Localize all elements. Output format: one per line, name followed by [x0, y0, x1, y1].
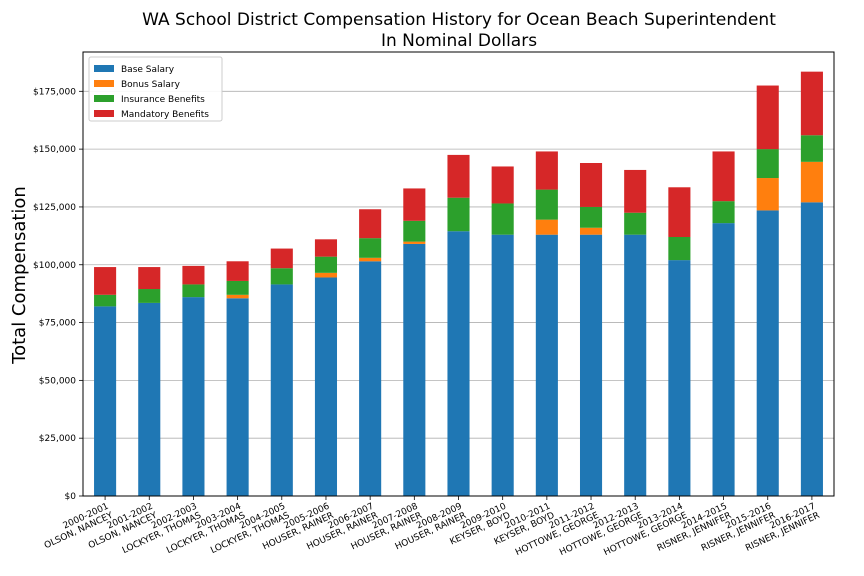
bar-insurance-benefits [314, 256, 338, 273]
bar-insurance-benefits [712, 201, 735, 224]
chart-subtitle: In Nominal Dollars [381, 31, 537, 51]
y-tick-label: $175,000 [33, 87, 76, 97]
legend-entry: Bonus Salary [121, 80, 181, 90]
bar-insurance-benefits [359, 238, 382, 258]
bar-mandatory-benefits [359, 209, 382, 239]
bar-mandatory-benefits [270, 248, 293, 269]
bar-bonus-salary [800, 161, 823, 203]
bar-insurance-benefits [138, 289, 161, 303]
bar-mandatory-benefits [668, 187, 691, 237]
legend-entry: Mandatory Benefits [121, 110, 209, 120]
bar-base-salary [138, 302, 161, 496]
y-axis: $0 $25,000 $50,000 $75,000 $100,000 $125,000 $… [33, 87, 83, 502]
bar-base-salary [403, 243, 426, 496]
bar-base-salary [535, 234, 558, 496]
bar-base-salary [359, 261, 382, 496]
legend-entry: Base Salary [121, 65, 175, 75]
bar-insurance-benefits [94, 294, 117, 307]
legend-box [88, 56, 223, 122]
y-tick-label: $0 [65, 492, 77, 502]
bar-mandatory-benefits [756, 85, 779, 150]
y-tick-label: $100,000 [33, 261, 76, 271]
bar-mandatory-benefits [447, 154, 470, 198]
legend-swatch [94, 95, 114, 102]
bar-insurance-benefits [579, 206, 603, 228]
bar-insurance-benefits [800, 135, 823, 162]
bar-mandatory-benefits [182, 265, 205, 285]
bar-base-salary [491, 234, 514, 496]
bar-base-salary [270, 284, 293, 496]
bar-insurance-benefits [668, 237, 691, 261]
bars [94, 71, 823, 496]
plot-frame [82, 51, 835, 497]
bar-bonus-salary [403, 241, 426, 244]
bar-bonus-salary [359, 257, 382, 262]
bar-base-salary [800, 202, 823, 496]
bar-base-salary [712, 223, 735, 496]
bar-insurance-benefits [182, 284, 205, 298]
bar-bonus-salary [314, 272, 338, 278]
bar-mandatory-benefits [624, 169, 647, 213]
bar-mandatory-benefits [800, 71, 823, 136]
bar-base-salary [624, 234, 647, 496]
bar-mandatory-benefits [314, 239, 338, 257]
y-tick-label: $150,000 [33, 145, 76, 155]
bar-insurance-benefits [624, 212, 647, 235]
bar-bonus-salary [756, 178, 779, 211]
bar-bonus-salary [535, 219, 558, 235]
bar-mandatory-benefits [138, 267, 161, 290]
bar-insurance-benefits [535, 189, 558, 220]
y-tick-label: $25,000 [39, 434, 76, 444]
bar-bonus-salary [226, 294, 249, 299]
bar-mandatory-benefits [712, 151, 735, 202]
bar-insurance-benefits [403, 220, 426, 242]
legend-swatch [94, 65, 114, 72]
bar-insurance-benefits [756, 149, 779, 179]
chart-title: WA School District Compensation History … [142, 10, 776, 30]
y-axis-label: Total Compensation [9, 186, 30, 365]
y-tick-label: $125,000 [33, 203, 76, 213]
bar-base-salary [756, 210, 779, 496]
bar-bonus-salary [579, 227, 603, 235]
bar-base-salary [668, 260, 691, 496]
legend-swatch [94, 80, 114, 87]
bar-base-salary [182, 297, 205, 496]
bar-insurance-benefits [447, 197, 470, 232]
bar-mandatory-benefits [579, 163, 603, 207]
y-tick-label: $75,000 [39, 319, 76, 329]
bar-insurance-benefits [491, 203, 514, 235]
bar-base-salary [579, 234, 603, 496]
bar-mandatory-benefits [226, 261, 249, 281]
bar-insurance-benefits [270, 268, 293, 285]
legend: Base Salary Bonus Salary Insurance Benefit… [88, 56, 223, 122]
bar-mandatory-benefits [535, 151, 558, 190]
bar-mandatory-benefits [491, 166, 514, 204]
legend-swatch [94, 110, 114, 117]
bar-base-salary [314, 277, 338, 496]
y-tick-label: $50,000 [39, 376, 76, 386]
bar-insurance-benefits [226, 280, 249, 295]
bar-base-salary [447, 231, 470, 496]
bar-base-salary [226, 298, 249, 496]
bar-base-salary [94, 306, 117, 496]
bar-mandatory-benefits [94, 267, 117, 295]
bar-mandatory-benefits [403, 188, 426, 221]
legend-entry: Insurance Benefits [121, 95, 205, 105]
